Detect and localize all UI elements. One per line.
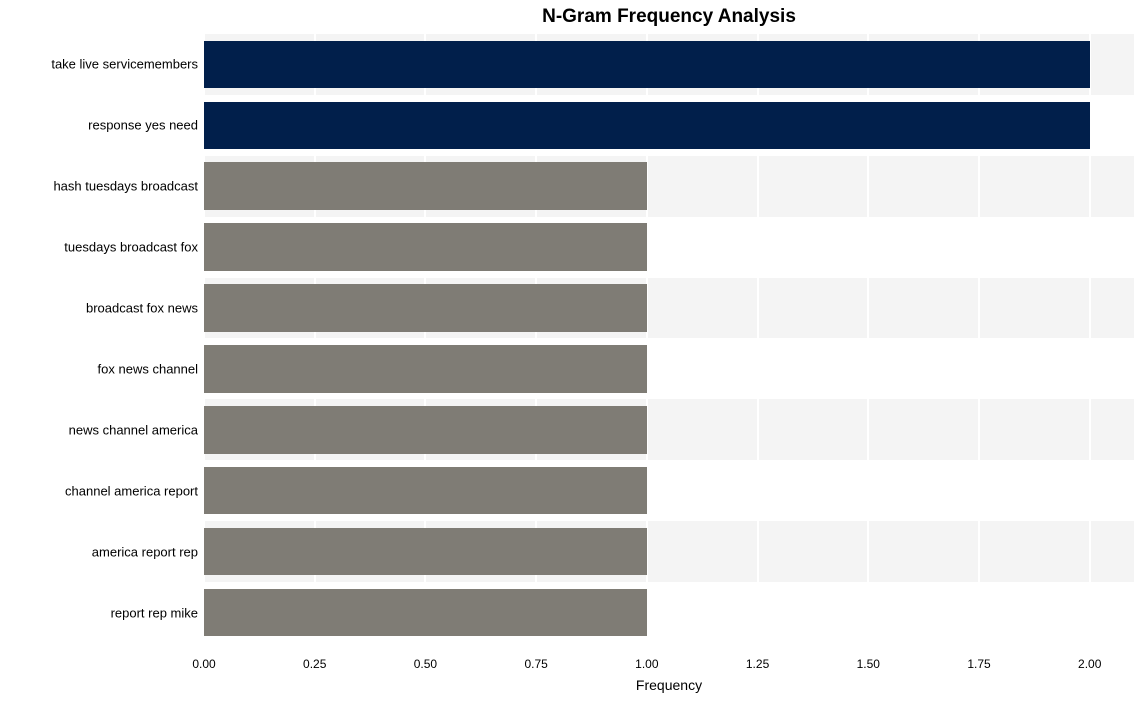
- bar: [204, 223, 647, 271]
- y-category-label: take live servicemembers: [51, 57, 204, 72]
- bar: [204, 41, 1090, 89]
- chart-title: N-Gram Frequency Analysis: [0, 6, 1134, 28]
- y-category-label: report rep mike: [111, 605, 204, 620]
- x-axis-label: Frequency: [204, 643, 1134, 693]
- y-category-label: america report rep: [92, 544, 204, 559]
- y-category-label: tuesdays broadcast fox: [64, 240, 204, 255]
- bar: [204, 406, 647, 454]
- bar: [204, 528, 647, 576]
- ngram-frequency-chart: N-Gram Frequency Analysis 0.000.250.500.…: [0, 0, 1142, 701]
- bar: [204, 102, 1090, 150]
- plot-area: 0.000.250.500.751.001.251.501.752.00take…: [204, 34, 1134, 643]
- y-category-label: broadcast fox news: [86, 301, 204, 316]
- bar: [204, 345, 647, 393]
- y-category-label: hash tuesdays broadcast: [53, 179, 204, 194]
- y-category-label: response yes need: [88, 118, 204, 133]
- y-category-label: fox news channel: [98, 361, 204, 376]
- bar: [204, 162, 647, 210]
- bar: [204, 284, 647, 332]
- bar: [204, 589, 647, 637]
- bar: [204, 467, 647, 515]
- y-category-label: news channel america: [69, 422, 204, 437]
- y-category-label: channel america report: [65, 483, 204, 498]
